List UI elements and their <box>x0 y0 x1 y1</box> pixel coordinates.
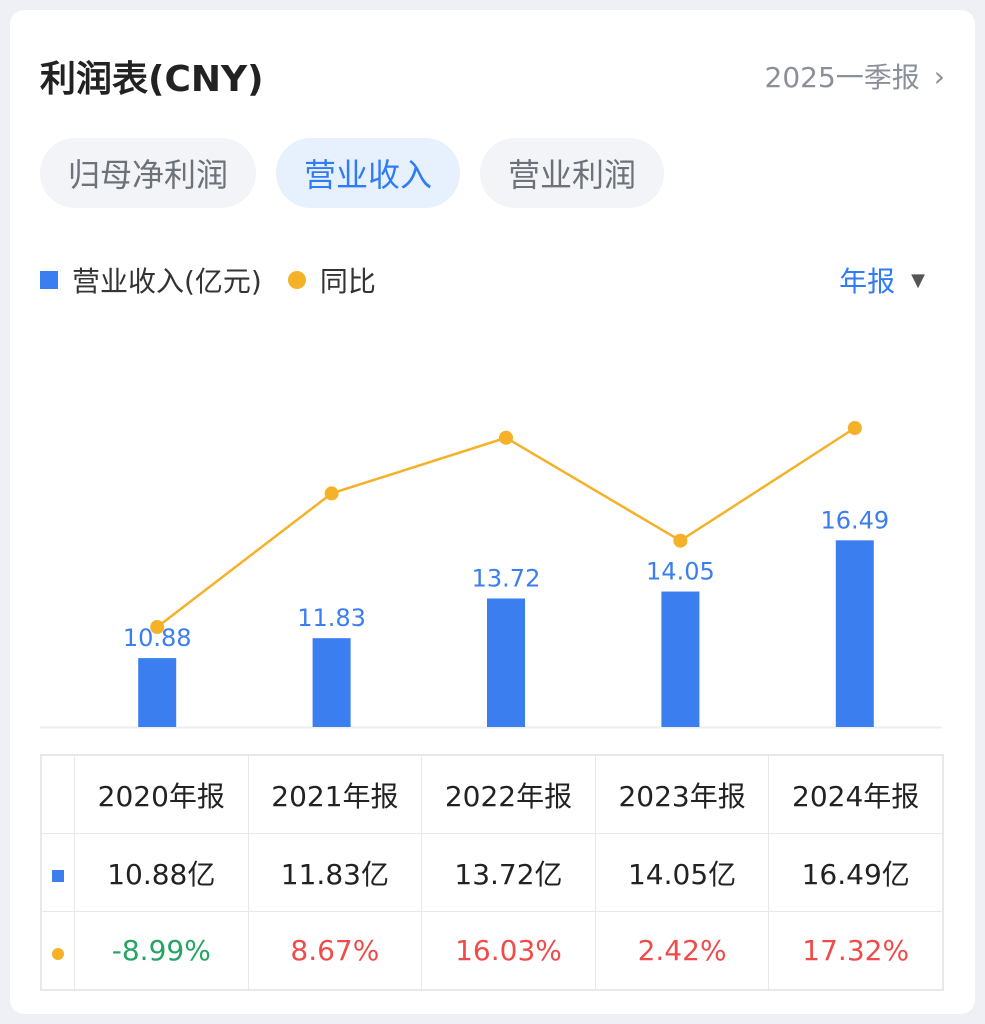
table-header-cell: 2023年报 <box>594 755 770 834</box>
table-cell-yoy: 8.67% <box>247 911 423 990</box>
table-cell-revenue: 11.83亿 <box>247 833 423 912</box>
yoy-point <box>673 533 688 548</box>
table-corner-cell <box>41 755 75 834</box>
period-type-label: 年报 <box>839 265 896 298</box>
income-statement-card: 利润表(CNY) 2025一季报 › 归母净利润 营业收入 营业利润 营业收入(… <box>10 10 975 1014</box>
table-row-revenue: 10.88亿 11.83亿 13.72亿 14.05亿 16.49亿 <box>41 833 943 912</box>
tab-net-profit[interactable]: 归母净利润 <box>40 138 257 208</box>
table-cell-revenue: 16.49亿 <box>768 833 943 912</box>
square-marker-icon <box>52 870 64 882</box>
table-cell-yoy: -8.99% <box>74 911 249 990</box>
table-cell-revenue: 14.05亿 <box>594 833 770 912</box>
data-table: 2020年报 2021年报 2022年报 2023年报 2024年报 10.88… <box>40 754 944 991</box>
table-cell-revenue: 13.72亿 <box>421 833 596 912</box>
chevron-right-icon: › <box>933 59 945 93</box>
legend-item-yoy: 同比 <box>287 260 376 300</box>
table-header-cell: 2024年报 <box>768 755 943 834</box>
caret-down-icon: ▼ <box>911 269 925 291</box>
bar-data-label: 16.49 <box>820 506 889 534</box>
revenue-bar <box>661 591 700 727</box>
yoy-point <box>324 486 339 501</box>
tab-revenue[interactable]: 营业收入 <box>276 138 461 208</box>
yoy-point <box>499 430 513 445</box>
period-type-select[interactable]: 年报 ▼ <box>839 260 925 300</box>
revenue-bar <box>487 598 525 727</box>
card-title: 利润表(CNY) <box>40 59 264 100</box>
revenue-bar <box>312 638 351 727</box>
legend-label-revenue: 营业收入(亿元) <box>72 265 262 298</box>
revenue-row-marker <box>41 833 75 912</box>
table-cell-yoy: 2.42% <box>594 911 770 990</box>
bar-data-label: 14.05 <box>646 558 715 586</box>
report-period-link[interactable]: 2025一季报 › <box>765 56 945 96</box>
chart-legend: 营业收入(亿元) 同比 <box>40 260 376 300</box>
yoy-line <box>156 426 856 628</box>
table-header-cell: 2021年报 <box>247 755 423 834</box>
legend-dot-icon <box>287 271 306 289</box>
card-header: 利润表(CNY) 2025一季报 › <box>40 48 945 104</box>
tab-operating-profit[interactable]: 营业利润 <box>480 138 665 208</box>
table-row-yoy: -8.99% 8.67% 16.03% 2.42% 17.32% <box>41 911 943 990</box>
yoy-point <box>150 620 165 634</box>
bar-data-label: 11.83 <box>297 604 366 632</box>
dot-marker-icon <box>52 948 64 960</box>
metric-tabs: 归母净利润 营业收入 营业利润 <box>40 138 665 208</box>
table-header-cell: 2022年报 <box>421 755 596 834</box>
legend-item-revenue: 营业收入(亿元) <box>40 260 262 300</box>
table-cell-yoy: 17.32% <box>768 911 943 990</box>
revenue-bar <box>835 540 874 727</box>
table-cell-revenue: 10.88亿 <box>74 833 249 912</box>
legend-row: 营业收入(亿元) 同比 年报 ▼ <box>40 258 925 302</box>
legend-square-icon <box>40 271 58 289</box>
yoy-point <box>847 421 862 435</box>
legend-label-yoy: 同比 <box>319 265 376 298</box>
table-header-cell: 2020年报 <box>74 755 249 834</box>
report-period-label: 2025一季报 <box>764 61 920 94</box>
bar-data-label: 13.72 <box>472 564 541 592</box>
yoy-row-marker <box>41 911 75 990</box>
revenue-bar <box>138 658 177 727</box>
table-header-row: 2020年报 2021年报 2022年报 2023年报 2024年报 <box>41 755 943 834</box>
table-cell-yoy: 16.03% <box>421 911 596 990</box>
